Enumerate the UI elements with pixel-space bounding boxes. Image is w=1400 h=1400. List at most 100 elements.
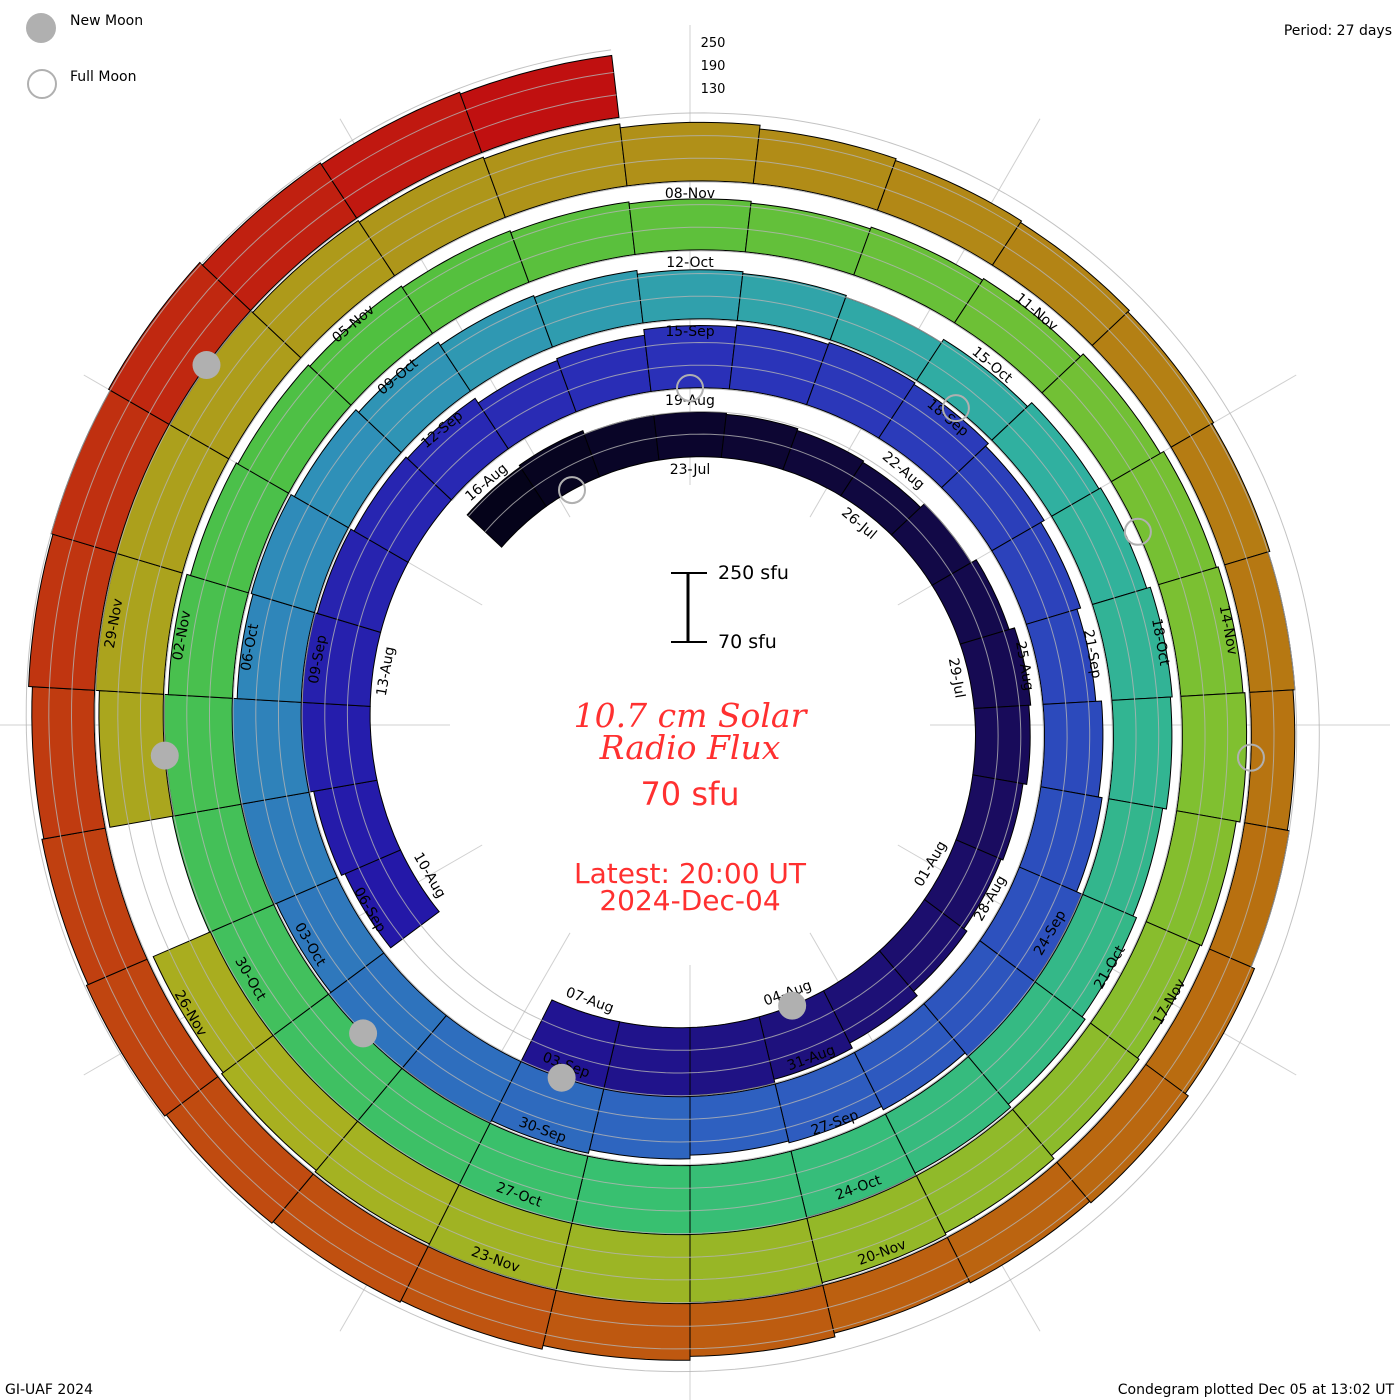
flux-bars bbox=[28, 54, 1296, 1361]
flux-bar bbox=[152, 931, 274, 1074]
new-moon-marker bbox=[349, 1019, 378, 1048]
flux-bar bbox=[1145, 810, 1237, 947]
full-moon-marker bbox=[558, 476, 587, 505]
flux-bar bbox=[439, 294, 554, 392]
date-label: 08-Nov bbox=[665, 186, 715, 202]
grid-spiral-250 bbox=[25, 49, 1320, 1373]
grid-label-190: 190 bbox=[700, 59, 726, 74]
baseline-label: 70 sfu bbox=[640, 775, 740, 813]
scale-top-label: 250 sfu bbox=[718, 562, 789, 584]
flux-bar bbox=[167, 573, 250, 699]
flux-bar bbox=[237, 364, 352, 494]
flux-bar bbox=[736, 273, 847, 341]
flux-bar bbox=[1091, 586, 1173, 701]
scale-bar bbox=[671, 572, 707, 643]
flux-bar bbox=[1056, 1063, 1189, 1204]
flux-bar bbox=[555, 1222, 691, 1306]
flux-bar bbox=[689, 1016, 776, 1097]
flux-bar bbox=[1091, 311, 1215, 448]
flux-bar bbox=[972, 704, 1031, 785]
flux-bar bbox=[1040, 700, 1104, 798]
new-moon-legend-icon bbox=[26, 13, 56, 43]
new-moon-marker bbox=[547, 1063, 576, 1092]
flux-bar bbox=[230, 697, 310, 805]
date-label: 13-Aug bbox=[374, 645, 398, 697]
flux-bar bbox=[201, 162, 358, 312]
full-moon-legend-icon bbox=[27, 69, 57, 99]
flux-bar bbox=[774, 1051, 883, 1144]
flux-bar bbox=[406, 397, 509, 501]
credit-label: GI-UAF 2024 bbox=[5, 1382, 93, 1398]
flux-bar bbox=[251, 219, 396, 359]
flux-bar bbox=[876, 159, 1023, 266]
full-moon-marker bbox=[1236, 743, 1265, 772]
flux-bar bbox=[853, 1002, 966, 1111]
full-moon-legend-label: Full Moon bbox=[70, 69, 137, 85]
full-moon-marker bbox=[1123, 517, 1152, 546]
date-label: 15-Sep bbox=[665, 324, 714, 340]
flux-bar bbox=[752, 128, 897, 211]
flux-bar bbox=[293, 408, 402, 529]
full-moon-marker bbox=[941, 394, 970, 423]
period-label: Period: 27 days bbox=[1283, 23, 1392, 39]
chart-title-line2: Radio Flux bbox=[599, 728, 781, 767]
date-label: 23-Jul bbox=[670, 462, 711, 478]
flux-bar bbox=[41, 827, 148, 986]
new-moon-legend-label: New Moon bbox=[70, 13, 144, 29]
flux-bar bbox=[401, 230, 530, 335]
flux-bar bbox=[991, 521, 1082, 625]
flux-bar bbox=[320, 91, 483, 219]
latest-date: 2024-Dec-04 bbox=[599, 884, 781, 917]
flux-bar bbox=[991, 221, 1131, 347]
flux-bar bbox=[782, 429, 865, 497]
flux-bar bbox=[189, 462, 290, 594]
plot-timestamp: Condegram plotted Dec 05 at 13:02 UT bbox=[1117, 1382, 1394, 1398]
date-label: 29-Jul bbox=[945, 657, 968, 700]
flux-bar bbox=[518, 429, 601, 508]
flux-bar bbox=[309, 285, 434, 406]
flux-bar bbox=[220, 1034, 359, 1172]
flux-bar bbox=[353, 456, 453, 563]
date-label: 12-Oct bbox=[666, 255, 714, 271]
flux-bar bbox=[459, 54, 620, 154]
flux-bar bbox=[85, 958, 219, 1117]
flux-bar bbox=[619, 121, 761, 187]
flux-bar bbox=[314, 1120, 460, 1245]
flux-bar bbox=[31, 686, 106, 840]
moon-markers bbox=[150, 351, 1265, 1092]
grid-spiral-190 bbox=[48, 71, 1298, 1350]
new-moon-marker bbox=[778, 991, 807, 1020]
flux-bar bbox=[628, 198, 752, 256]
flux-bar bbox=[533, 269, 644, 348]
grid-label-130: 130 bbox=[700, 82, 726, 97]
flux-bar bbox=[299, 701, 378, 793]
flux-bar bbox=[316, 528, 409, 634]
flux-bar bbox=[510, 201, 636, 283]
new-moon-marker bbox=[192, 351, 221, 380]
scale-bottom-label: 70 sfu bbox=[718, 631, 777, 653]
chart-title-line1: 10.7 cm Solar bbox=[573, 696, 807, 735]
flux-bar bbox=[107, 261, 252, 425]
flux-bar bbox=[1108, 696, 1173, 810]
flux-bar bbox=[955, 774, 1024, 861]
flux-bar bbox=[358, 156, 506, 277]
flux-bar bbox=[1176, 692, 1248, 823]
flux-bar bbox=[878, 383, 990, 489]
new-moon-marker bbox=[150, 741, 179, 770]
flux-bar bbox=[483, 123, 628, 219]
flux-bar bbox=[588, 1088, 691, 1160]
flux-bar bbox=[720, 413, 799, 471]
latest-time: Latest: 20:00 UT bbox=[573, 857, 807, 890]
full-moon-marker bbox=[676, 374, 704, 402]
grid-spiral-130 bbox=[70, 94, 1275, 1327]
flux-bar bbox=[357, 341, 472, 454]
flux-bar bbox=[946, 1161, 1091, 1284]
grid-spirals bbox=[25, 49, 1320, 1373]
grid-spoke bbox=[809, 118, 1041, 518]
grid-label-250: 250 bbox=[700, 36, 726, 51]
flux-bar bbox=[1170, 422, 1271, 566]
flux-bar bbox=[959, 627, 1032, 710]
flux-bar bbox=[940, 445, 1045, 552]
